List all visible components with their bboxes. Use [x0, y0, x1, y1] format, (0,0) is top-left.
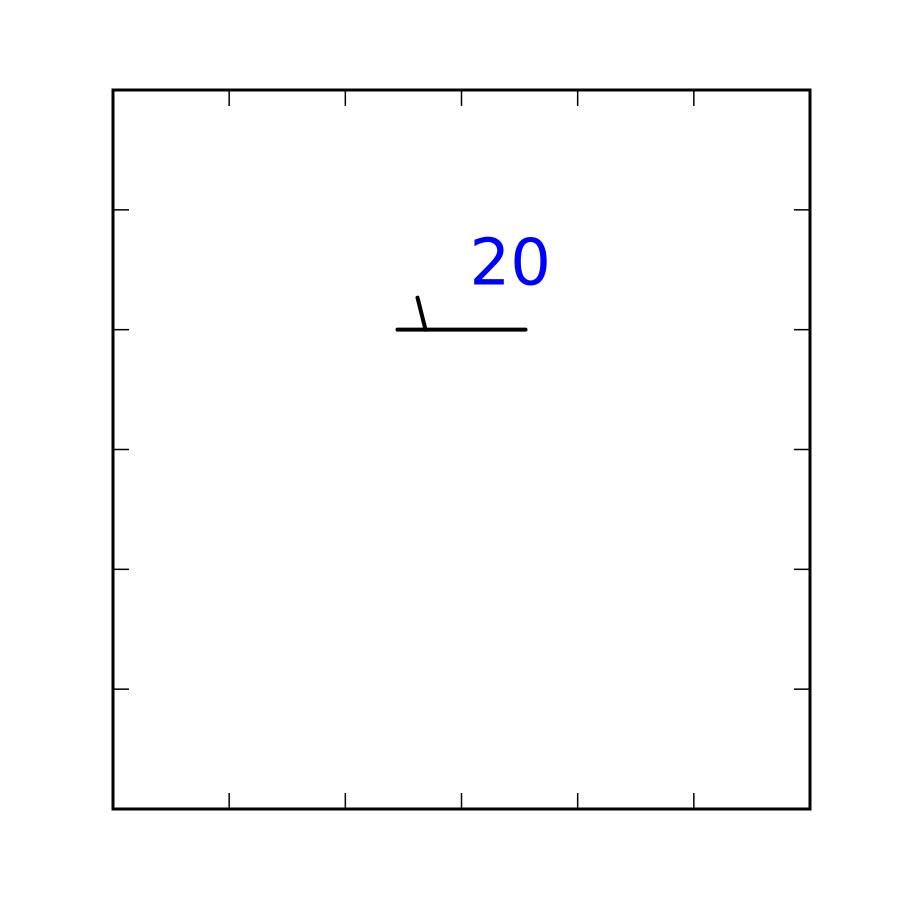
- plot-frame: [111, 88, 812, 811]
- wind-barb-half-flag: [415, 295, 428, 332]
- wind-barbs: [395, 295, 528, 332]
- station-value-label: 20: [470, 227, 551, 301]
- axis-ticks: [113, 90, 810, 809]
